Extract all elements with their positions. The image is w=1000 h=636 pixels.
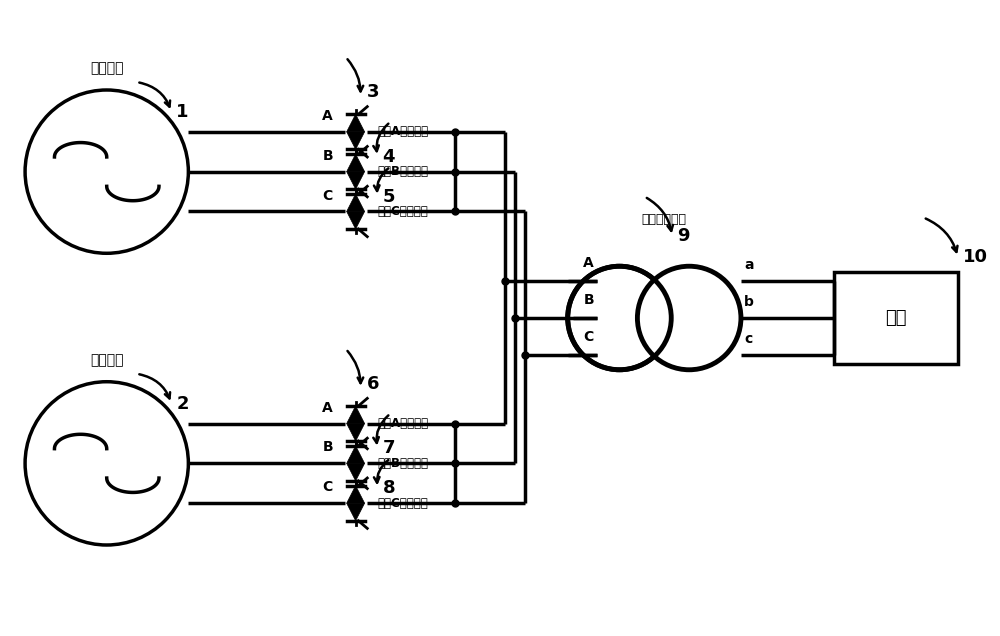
Polygon shape	[347, 132, 365, 149]
Text: 备用C相晶闸管: 备用C相晶闸管	[378, 497, 428, 509]
Text: 备用电源: 备用电源	[90, 353, 123, 367]
Text: b: b	[744, 295, 754, 309]
Text: 负载: 负载	[885, 309, 907, 327]
Polygon shape	[347, 503, 365, 521]
Text: 常用B相晶闸管: 常用B相晶闸管	[378, 165, 429, 178]
Text: 5: 5	[383, 188, 395, 205]
Text: 备用B相晶闸管: 备用B相晶闸管	[378, 457, 429, 470]
Polygon shape	[347, 406, 365, 424]
Polygon shape	[347, 154, 365, 172]
Text: 2: 2	[176, 394, 189, 413]
Text: 7: 7	[383, 439, 395, 457]
Polygon shape	[347, 114, 365, 132]
Text: 备用A相晶闸管: 备用A相晶闸管	[378, 417, 429, 430]
Polygon shape	[347, 424, 365, 441]
Text: B: B	[583, 293, 594, 307]
Circle shape	[637, 266, 741, 370]
Text: 1: 1	[176, 103, 189, 121]
Text: 6: 6	[367, 375, 379, 392]
Text: 8: 8	[383, 480, 395, 497]
Text: C: C	[583, 330, 594, 344]
Text: 常用电源: 常用电源	[90, 61, 123, 75]
Bar	[834, 272, 958, 364]
Circle shape	[568, 266, 671, 370]
Text: A: A	[322, 109, 333, 123]
Text: C: C	[323, 188, 333, 202]
Polygon shape	[347, 172, 365, 189]
Text: A: A	[583, 256, 594, 270]
Text: 负载侧变压器: 负载侧变压器	[642, 213, 687, 226]
Text: c: c	[745, 332, 753, 346]
Text: 9: 9	[677, 227, 690, 245]
Text: C: C	[323, 480, 333, 494]
Text: 3: 3	[367, 83, 379, 101]
Text: B: B	[322, 149, 333, 163]
Text: B: B	[322, 441, 333, 455]
Text: 10: 10	[963, 248, 988, 266]
Polygon shape	[347, 446, 365, 464]
Polygon shape	[347, 486, 365, 503]
Polygon shape	[347, 194, 365, 211]
Text: 常用C相晶闸管: 常用C相晶闸管	[378, 205, 428, 218]
Text: 4: 4	[383, 148, 395, 166]
Polygon shape	[347, 211, 365, 229]
Polygon shape	[347, 464, 365, 481]
Text: A: A	[322, 401, 333, 415]
Text: a: a	[744, 258, 754, 272]
Text: 常用A相晶闸管: 常用A相晶闸管	[378, 125, 429, 138]
